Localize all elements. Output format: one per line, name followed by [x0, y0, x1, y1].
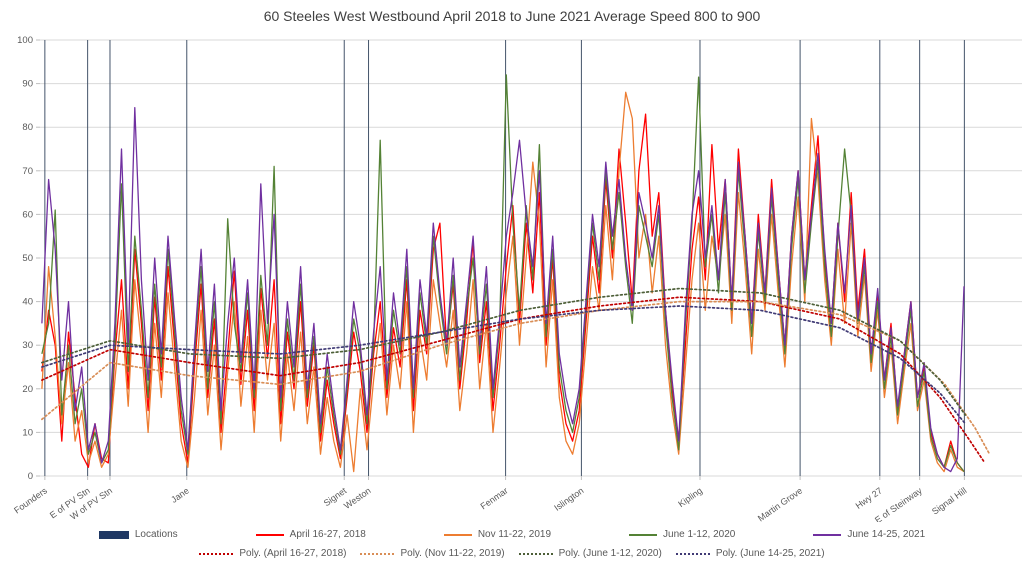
- series-line: [41, 106, 965, 473]
- legend-label: June 1-12, 2020: [663, 529, 736, 540]
- legend-item-april-16-27-2018[interactable]: April 16-27, 2018: [255, 529, 366, 540]
- legend-label: Poly. (Nov 11-22, 2019): [400, 548, 505, 559]
- series-line-swatch: [629, 533, 658, 536]
- dotted-trendline-swatch: [199, 552, 234, 555]
- y-tick-label: 30: [22, 340, 33, 351]
- trendline: [41, 305, 967, 425]
- x-tick-label: Weston: [342, 485, 373, 511]
- legend-item-locations[interactable]: Locations: [98, 529, 178, 540]
- series-line-swatch: [443, 533, 472, 536]
- series-line-swatch: [255, 533, 284, 536]
- legend-label: June 14-25, 2021: [847, 529, 926, 540]
- y-tick-label: 40: [22, 297, 33, 308]
- legend-label: Poly. (June 14-25, 2021): [715, 548, 825, 559]
- y-tick-label: 10: [22, 427, 33, 438]
- legend-item-poly-nov-11-22-2019[interactable]: Poly. (Nov 11-22, 2019): [360, 548, 505, 559]
- legend-item-nov-11-22-2019[interactable]: Nov 11-22, 2019: [443, 529, 552, 540]
- legend-label: Locations: [134, 529, 178, 540]
- y-tick-label: 0: [28, 471, 33, 482]
- x-tick-label: Hwy 27: [854, 485, 884, 510]
- series-line: [41, 113, 965, 472]
- legend-item-june-14-25-2021[interactable]: June 14-25, 2021: [813, 529, 925, 540]
- legend-item-june-1-12-2020[interactable]: June 1-12, 2020: [629, 529, 735, 540]
- series-line-swatch: [813, 533, 842, 536]
- legend-row-1: Locations April 16-27, 2018 Nov 11-22, 201…: [0, 529, 1024, 540]
- x-tick-label: Islington: [552, 485, 585, 512]
- legend-label: Nov 11-22, 2019: [477, 529, 552, 540]
- x-tick-label: Founders: [12, 485, 49, 515]
- y-tick-label: 90: [22, 79, 33, 90]
- legend-label: April 16-27, 2018: [289, 529, 366, 540]
- y-tick-label: 60: [22, 209, 33, 220]
- legend-label: Poly. (April 16-27, 2018): [239, 548, 347, 559]
- trendline: [41, 287, 967, 416]
- y-tick-label: 70: [22, 166, 33, 177]
- dotted-trendline-swatch: [360, 552, 395, 555]
- chart-title: 60 Steeles West Westbound April 2018 to …: [263, 8, 761, 24]
- x-tick-label: Fenmar: [479, 485, 510, 511]
- y-tick-label: 80: [22, 122, 33, 133]
- dotted-trendline-swatch: [675, 552, 710, 555]
- y-tick-label: 20: [22, 384, 33, 395]
- x-tick-label: Jane: [169, 485, 191, 504]
- locations-bar-swatch: [98, 530, 129, 539]
- legend-row-2: Poly. (April 16-27, 2018) Poly. (Nov 11-2…: [0, 548, 1024, 559]
- dotted-trendline-swatch: [518, 552, 553, 555]
- legend-item-poly-june-14-25-2021[interactable]: Poly. (June 14-25, 2021): [675, 548, 825, 559]
- x-tick-label: Signal Hill: [930, 485, 969, 516]
- legend-item-poly-april-16-27-2018[interactable]: Poly. (April 16-27, 2018): [199, 548, 346, 559]
- series-line: [41, 91, 965, 473]
- series-line: [41, 74, 965, 472]
- legend-label: Poly. (June 1-12, 2020): [558, 548, 662, 559]
- y-tick-label: 100: [17, 35, 33, 46]
- x-tick-label: Martin Grove: [756, 485, 804, 522]
- legend-item-poly-june-1-12-2020[interactable]: Poly. (June 1-12, 2020): [518, 548, 662, 559]
- x-tick-label: Kipling: [676, 485, 704, 509]
- y-tick-label: 50: [22, 253, 33, 264]
- trendline: [41, 296, 986, 464]
